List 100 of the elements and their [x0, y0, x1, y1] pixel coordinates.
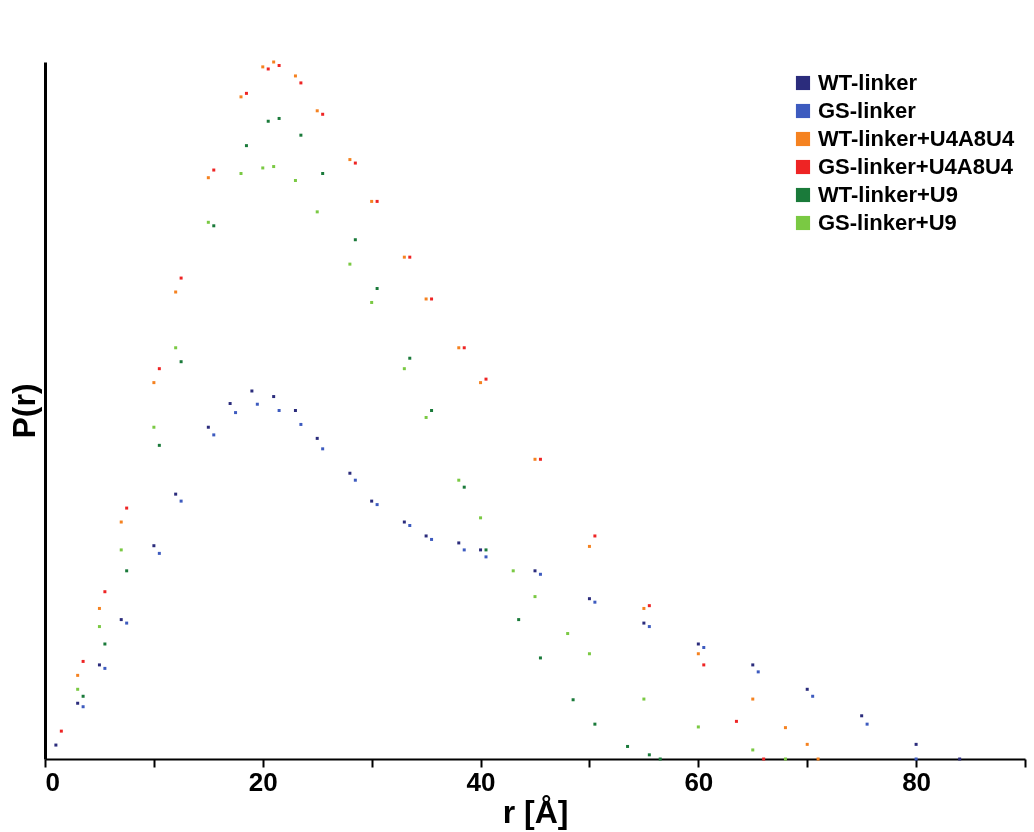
- point: [125, 621, 129, 625]
- point: [119, 520, 123, 524]
- point: [81, 705, 85, 709]
- point: [533, 569, 537, 573]
- point: [462, 346, 466, 350]
- point: [299, 133, 303, 137]
- point: [430, 409, 434, 412]
- point: [81, 694, 85, 698]
- point: [103, 642, 107, 646]
- point: [250, 389, 254, 393]
- point: [321, 112, 325, 116]
- point: [261, 65, 265, 69]
- point: [517, 618, 521, 622]
- point: [914, 742, 918, 746]
- point: [315, 436, 319, 440]
- point: [370, 199, 374, 203]
- point: [751, 748, 755, 752]
- point: [647, 625, 651, 629]
- point: [430, 537, 434, 541]
- point: [239, 95, 243, 99]
- point: [479, 381, 483, 385]
- point: [174, 290, 178, 294]
- point: [157, 443, 161, 447]
- point: [179, 276, 183, 280]
- point: [370, 300, 374, 304]
- point: [587, 544, 591, 548]
- point: [756, 670, 760, 674]
- point: [702, 645, 706, 649]
- point: [811, 694, 815, 698]
- point: [321, 172, 325, 176]
- point: [228, 402, 232, 406]
- point: [402, 367, 406, 371]
- point: [277, 409, 281, 412]
- point: [76, 701, 80, 705]
- point: [533, 457, 537, 461]
- point: [642, 697, 646, 701]
- point: [375, 199, 379, 203]
- point: [462, 548, 466, 552]
- point: [212, 224, 216, 228]
- point: [348, 158, 352, 162]
- point: [321, 447, 325, 451]
- point: [484, 555, 488, 559]
- point: [783, 726, 787, 730]
- point: [152, 425, 156, 429]
- legend-label: WT-linker: [818, 70, 918, 95]
- point: [277, 116, 281, 120]
- point: [277, 63, 281, 67]
- point: [958, 757, 962, 761]
- legend-label: GS-linker+U4A8U4: [818, 154, 1014, 179]
- point: [587, 597, 591, 601]
- point: [696, 642, 700, 646]
- point: [457, 346, 461, 350]
- point: [152, 544, 156, 548]
- point: [315, 210, 319, 214]
- point: [805, 687, 809, 691]
- point: [457, 478, 461, 482]
- point: [538, 572, 542, 576]
- point: [293, 409, 297, 412]
- point: [266, 119, 270, 123]
- point: [299, 81, 303, 85]
- point: [751, 697, 755, 701]
- point: [783, 757, 787, 761]
- point: [212, 433, 216, 437]
- point: [860, 714, 864, 718]
- point: [119, 548, 123, 552]
- point: [353, 238, 357, 242]
- x-axis-title: r [Å]: [502, 793, 569, 830]
- point: [76, 687, 80, 691]
- point: [261, 166, 265, 170]
- x-tick-label: 80: [902, 766, 932, 797]
- point: [408, 524, 412, 528]
- point: [76, 673, 80, 677]
- point: [152, 381, 156, 385]
- point: [315, 109, 319, 113]
- point: [299, 422, 303, 426]
- point: [642, 606, 646, 610]
- point: [81, 659, 85, 663]
- x-tick-label: 40: [466, 766, 496, 797]
- point: [538, 656, 542, 660]
- point: [59, 729, 63, 733]
- point: [266, 67, 270, 71]
- point: [97, 606, 101, 610]
- point: [533, 595, 537, 599]
- point: [751, 663, 755, 667]
- point: [234, 411, 238, 415]
- point: [206, 425, 210, 429]
- point: [430, 297, 434, 301]
- point: [734, 719, 738, 723]
- point: [353, 478, 357, 482]
- point: [272, 165, 276, 169]
- point: [375, 287, 379, 291]
- point: [647, 604, 651, 608]
- legend-label: GS-linker+U9: [818, 210, 957, 235]
- point: [402, 255, 406, 259]
- point: [408, 356, 412, 360]
- point: [375, 503, 379, 507]
- point: [816, 757, 820, 761]
- point: [424, 415, 428, 419]
- point: [479, 516, 483, 520]
- point: [762, 757, 766, 761]
